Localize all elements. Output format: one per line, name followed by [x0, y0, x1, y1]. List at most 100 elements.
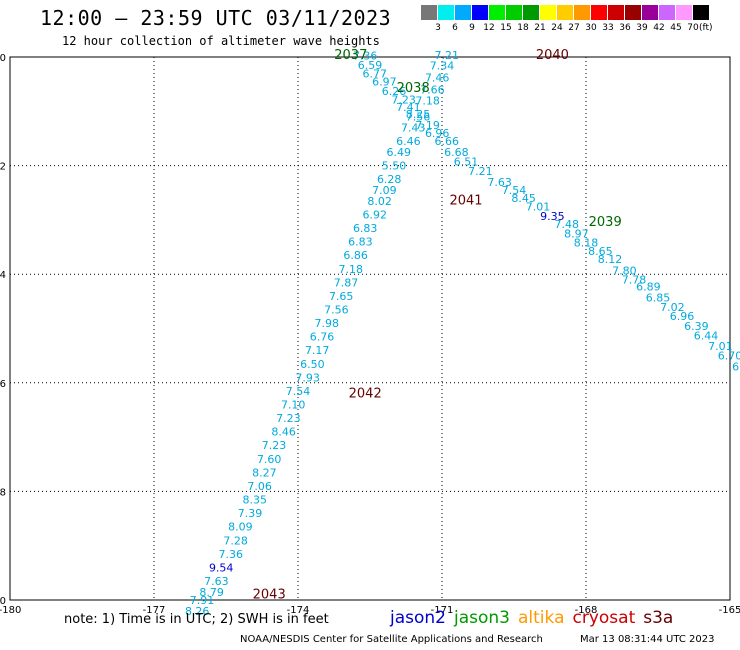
swh-data-label: 6.66 [435, 135, 460, 148]
swh-data-label: 7.28 [223, 534, 248, 547]
legend-label: 27 [568, 23, 580, 33]
swh-data-label: 7.23 [391, 93, 416, 106]
swh-data-label: 7.48 [555, 218, 580, 231]
swh-data-label: 9.54 [209, 561, 234, 574]
legend-label: 15 [500, 23, 512, 33]
swh-data-label: 7.36 [353, 49, 378, 62]
x-tick-label: -180 [0, 605, 21, 616]
swh-data-label: 8.45 [511, 192, 536, 205]
y-tick-label: -50 [0, 53, 6, 64]
legend-swatch [489, 5, 505, 20]
satellite-legend-item: cryosat [572, 608, 636, 628]
swh-data-label: 6.76 [310, 331, 335, 344]
swh-data-label: 6.26 [382, 85, 407, 98]
swh-data-label: 7.23 [262, 439, 287, 452]
swh-data-label: 8.97 [564, 227, 589, 240]
swh-data-label: 6.59 [358, 59, 383, 72]
swh-data-label: 6.70 [718, 350, 740, 363]
x-tick-label: -177 [143, 605, 166, 616]
y-tick-label: -54 [0, 270, 6, 281]
swh-data-label: 5.50 [382, 160, 407, 173]
legend-label: 45 [670, 23, 682, 33]
swh-data-label: 8.12 [598, 253, 623, 266]
y-tick-label: -56 [0, 379, 6, 390]
swh-data-label: 7.60 [257, 453, 282, 466]
legend-label: 18 [517, 23, 529, 33]
swh-data-label: 7.54 [286, 385, 311, 398]
legend-label: 42 [653, 23, 665, 33]
swh-data-label: 7.80 [612, 264, 637, 277]
swh-data-label: 6.92 [363, 208, 388, 221]
y-tick-label: -58 [0, 487, 6, 498]
x-tick-label: -171 [431, 605, 454, 616]
swh-data-label: 6.89 [636, 281, 661, 294]
swh-data-label: 6.68 [444, 146, 469, 159]
legend-swatch [642, 5, 658, 20]
swh-data-label: 8.18 [574, 237, 599, 250]
x-tick-label: -165 [719, 605, 740, 616]
swh-data-label: 7.34 [430, 60, 455, 73]
footer-credit: NOAA/NESDIS Center for Satellite Applica… [240, 634, 543, 645]
swh-data-label: 7.19 [415, 119, 440, 132]
swh-data-label: 7.21 [435, 49, 460, 62]
pass-number-label: 2043 [253, 588, 286, 603]
legend-swatch [676, 5, 692, 20]
swh-data-label: 9.35 [540, 210, 565, 223]
satellite-legend-item: altika [518, 608, 565, 628]
swh-data-label: 7.01 [526, 200, 551, 213]
footer-note: note: 1) Time is in UTC; 2) SWH is in fe… [64, 612, 329, 627]
legend-swatch [608, 5, 624, 20]
x-tick-label: -168 [575, 605, 598, 616]
swh-data-label: 7.54 [502, 184, 527, 197]
legend-swatch [659, 5, 675, 20]
pass-number-label: 2040 [536, 48, 569, 63]
legend-label: 3 [435, 23, 441, 33]
swh-data-label: 6.96 [670, 310, 695, 323]
legend-label: 36 [619, 23, 631, 33]
pass-number-label: 2039 [589, 215, 622, 230]
swh-data-label: 6.96 [425, 127, 450, 140]
swh-data-label: 7.98 [315, 317, 340, 330]
swh-data-label: 8.02 [367, 195, 392, 208]
legend-unit-label: (ft) [699, 23, 713, 33]
swh-data-label: 7.91 [190, 594, 215, 607]
legend-swatch [472, 5, 488, 20]
satellite-legend: jason2 jason3 altika cryosat s3a [390, 608, 681, 628]
legend-label: 33 [602, 23, 614, 33]
swh-data-label: 7.93 [295, 371, 320, 384]
swh-data-label: 8.65 [588, 245, 613, 258]
swh-data-label: 8.79 [199, 586, 224, 599]
swh-data-label: 7.78 [622, 274, 647, 287]
swh-data-label: 7.65 [329, 290, 354, 303]
legend-swatch [421, 5, 437, 20]
legend-swatch [693, 5, 709, 20]
legend-label: 70 [687, 23, 699, 33]
pass-number-label: 2037 [334, 48, 367, 63]
swh-data-label: 6.85 [646, 292, 671, 305]
satellite-legend-item: s3a [643, 608, 674, 628]
swh-data-label: 7.39 [238, 507, 263, 520]
swh-data-label: 8.09 [228, 521, 253, 534]
footer-timestamp: Mar 13 08:31:44 UTC 2023 [580, 634, 715, 645]
swh-data-label: 6.28 [377, 173, 402, 186]
swh-data-label: 7.87 [334, 276, 359, 289]
swh-data-label: 8.25 [406, 108, 431, 121]
swh-data-label: 7.63 [487, 176, 512, 189]
swh-data-label: 6.83 [353, 222, 378, 235]
legend-swatch [523, 5, 539, 20]
legend-label: 30 [585, 23, 597, 33]
swh-data-label: 7.56 [324, 303, 349, 316]
swh-data-label: 7.66 [420, 84, 445, 97]
x-tick-label: -174 [287, 605, 310, 616]
legend-label: 24 [551, 23, 563, 33]
y-tick-label: -52 [0, 162, 6, 173]
swh-data-label: 6.53 [732, 361, 740, 374]
swh-data-label: 7.41 [396, 101, 421, 114]
y-tick-label: -60 [0, 596, 6, 607]
swh-data-label: 6.39 [684, 320, 709, 333]
legend-label: 6 [452, 23, 458, 33]
swh-data-label: 6.83 [348, 236, 373, 249]
legend-label: 9 [469, 23, 475, 33]
swh-data-label: 7.23 [276, 412, 301, 425]
